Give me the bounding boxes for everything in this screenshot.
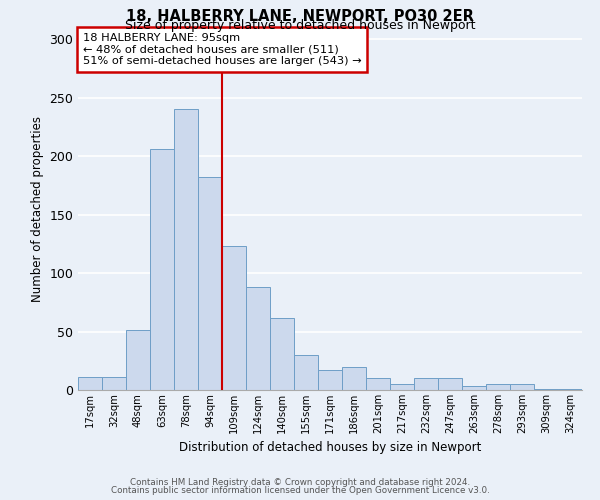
Bar — [390, 384, 414, 390]
Bar — [486, 384, 510, 390]
Text: Contains HM Land Registry data © Crown copyright and database right 2024.: Contains HM Land Registry data © Crown c… — [130, 478, 470, 487]
Bar — [342, 366, 366, 390]
Text: Size of property relative to detached houses in Newport: Size of property relative to detached ho… — [125, 19, 475, 32]
Bar — [270, 318, 294, 390]
Bar — [534, 389, 558, 390]
Bar — [558, 389, 582, 390]
Bar — [198, 177, 222, 390]
Bar — [318, 370, 342, 390]
Bar — [294, 355, 318, 390]
Bar — [414, 378, 438, 390]
Bar — [462, 386, 486, 390]
Text: 18, HALBERRY LANE, NEWPORT, PO30 2ER: 18, HALBERRY LANE, NEWPORT, PO30 2ER — [126, 9, 474, 24]
Text: Contains public sector information licensed under the Open Government Licence v3: Contains public sector information licen… — [110, 486, 490, 495]
Text: 18 HALBERRY LANE: 95sqm
← 48% of detached houses are smaller (511)
51% of semi-d: 18 HALBERRY LANE: 95sqm ← 48% of detache… — [83, 33, 362, 66]
Bar — [150, 149, 174, 390]
Bar — [366, 378, 390, 390]
Bar — [78, 377, 102, 390]
Bar — [174, 110, 198, 390]
Bar — [126, 330, 150, 390]
X-axis label: Distribution of detached houses by size in Newport: Distribution of detached houses by size … — [179, 442, 481, 454]
Bar — [438, 378, 462, 390]
Bar — [510, 384, 534, 390]
Y-axis label: Number of detached properties: Number of detached properties — [31, 116, 44, 302]
Bar — [102, 377, 126, 390]
Bar — [222, 246, 246, 390]
Bar — [246, 287, 270, 390]
